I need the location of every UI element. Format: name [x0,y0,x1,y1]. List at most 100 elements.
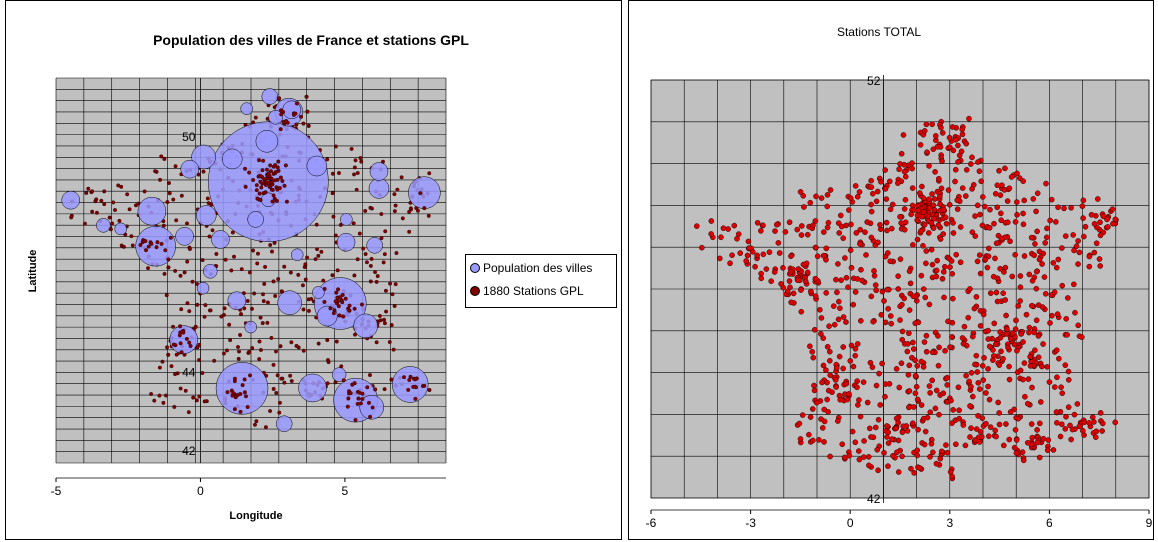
station-point [962,442,969,449]
station-point [929,261,936,268]
station-point [778,281,784,287]
population-bubble [306,155,328,177]
station-point [370,405,375,410]
station-point [392,209,397,214]
station-point [929,191,935,197]
station-point [863,252,869,258]
station-point [1055,256,1062,263]
station-point [974,258,981,265]
station-point [1086,253,1093,260]
station-point [165,345,170,350]
station-point [316,341,321,346]
station-point [278,344,283,349]
station-point [154,245,159,250]
station-point [845,284,851,290]
station-point [1006,363,1012,370]
station-point [248,373,253,378]
station-point [269,187,274,192]
population-bubble [331,367,347,382]
station-point [959,126,966,133]
station-point [813,399,820,406]
station-point [1013,450,1020,456]
station-point [173,268,178,273]
station-point [938,124,944,131]
station-point [1003,312,1009,319]
station-point [968,370,975,376]
station-point [786,278,793,284]
station-point [812,275,819,282]
station-point [1000,355,1006,362]
station-point [936,344,942,351]
station-point [340,300,345,305]
station-point [898,150,905,157]
station-point [981,354,987,361]
station-point [895,419,901,426]
station-point [427,388,432,392]
station-point [271,193,276,198]
station-point [745,238,752,245]
population-bubble [137,196,167,226]
station-point [826,357,833,364]
station-point [282,264,287,269]
station-point [337,171,341,175]
station-point [296,272,301,277]
station-point [914,447,921,454]
station-point [930,202,937,209]
station-point [322,286,327,291]
station-point [382,387,387,392]
station-point [390,292,395,297]
station-point [925,230,932,236]
station-point [270,199,275,204]
station-point [811,326,818,333]
station-point [790,290,797,297]
station-point [758,275,765,282]
station-point [918,358,925,365]
station-point [1104,216,1110,223]
station-point [992,255,998,262]
station-point [242,377,247,382]
station-point [929,349,936,356]
station-point [243,166,247,171]
station-point [107,215,112,220]
station-point [1072,309,1078,316]
station-point [301,307,306,312]
station-point [824,379,830,386]
station-point [1074,401,1081,407]
station-point [187,309,192,314]
station-point [899,429,906,436]
station-point [225,390,230,395]
station-point [232,254,236,259]
station-point [393,282,398,287]
station-point [752,263,758,270]
station-point [250,306,254,311]
station-point [911,470,917,476]
station-point [820,362,827,369]
station-point [873,287,879,294]
station-point [336,287,341,292]
station-point [860,379,867,385]
x-tick-label: 3 [946,516,953,530]
station-point [181,330,186,335]
station-point [949,271,956,277]
station-point [164,393,168,398]
station-point [1042,291,1049,297]
station-point [369,256,374,261]
station-point [1059,282,1066,289]
station-point [946,134,953,141]
station-point [1079,334,1085,340]
station-point [1031,329,1037,336]
station-point [1033,208,1039,215]
station-point [942,263,948,270]
station-point [821,229,827,235]
station-point [247,170,252,175]
station-point [776,250,783,256]
station-point [885,440,892,446]
station-point [977,323,984,329]
station-point [269,335,274,340]
station-point [810,437,816,444]
station-point [338,295,343,300]
station-point [325,157,330,162]
station-point [1097,410,1104,416]
station-point [867,359,874,366]
station-point [1071,411,1078,418]
